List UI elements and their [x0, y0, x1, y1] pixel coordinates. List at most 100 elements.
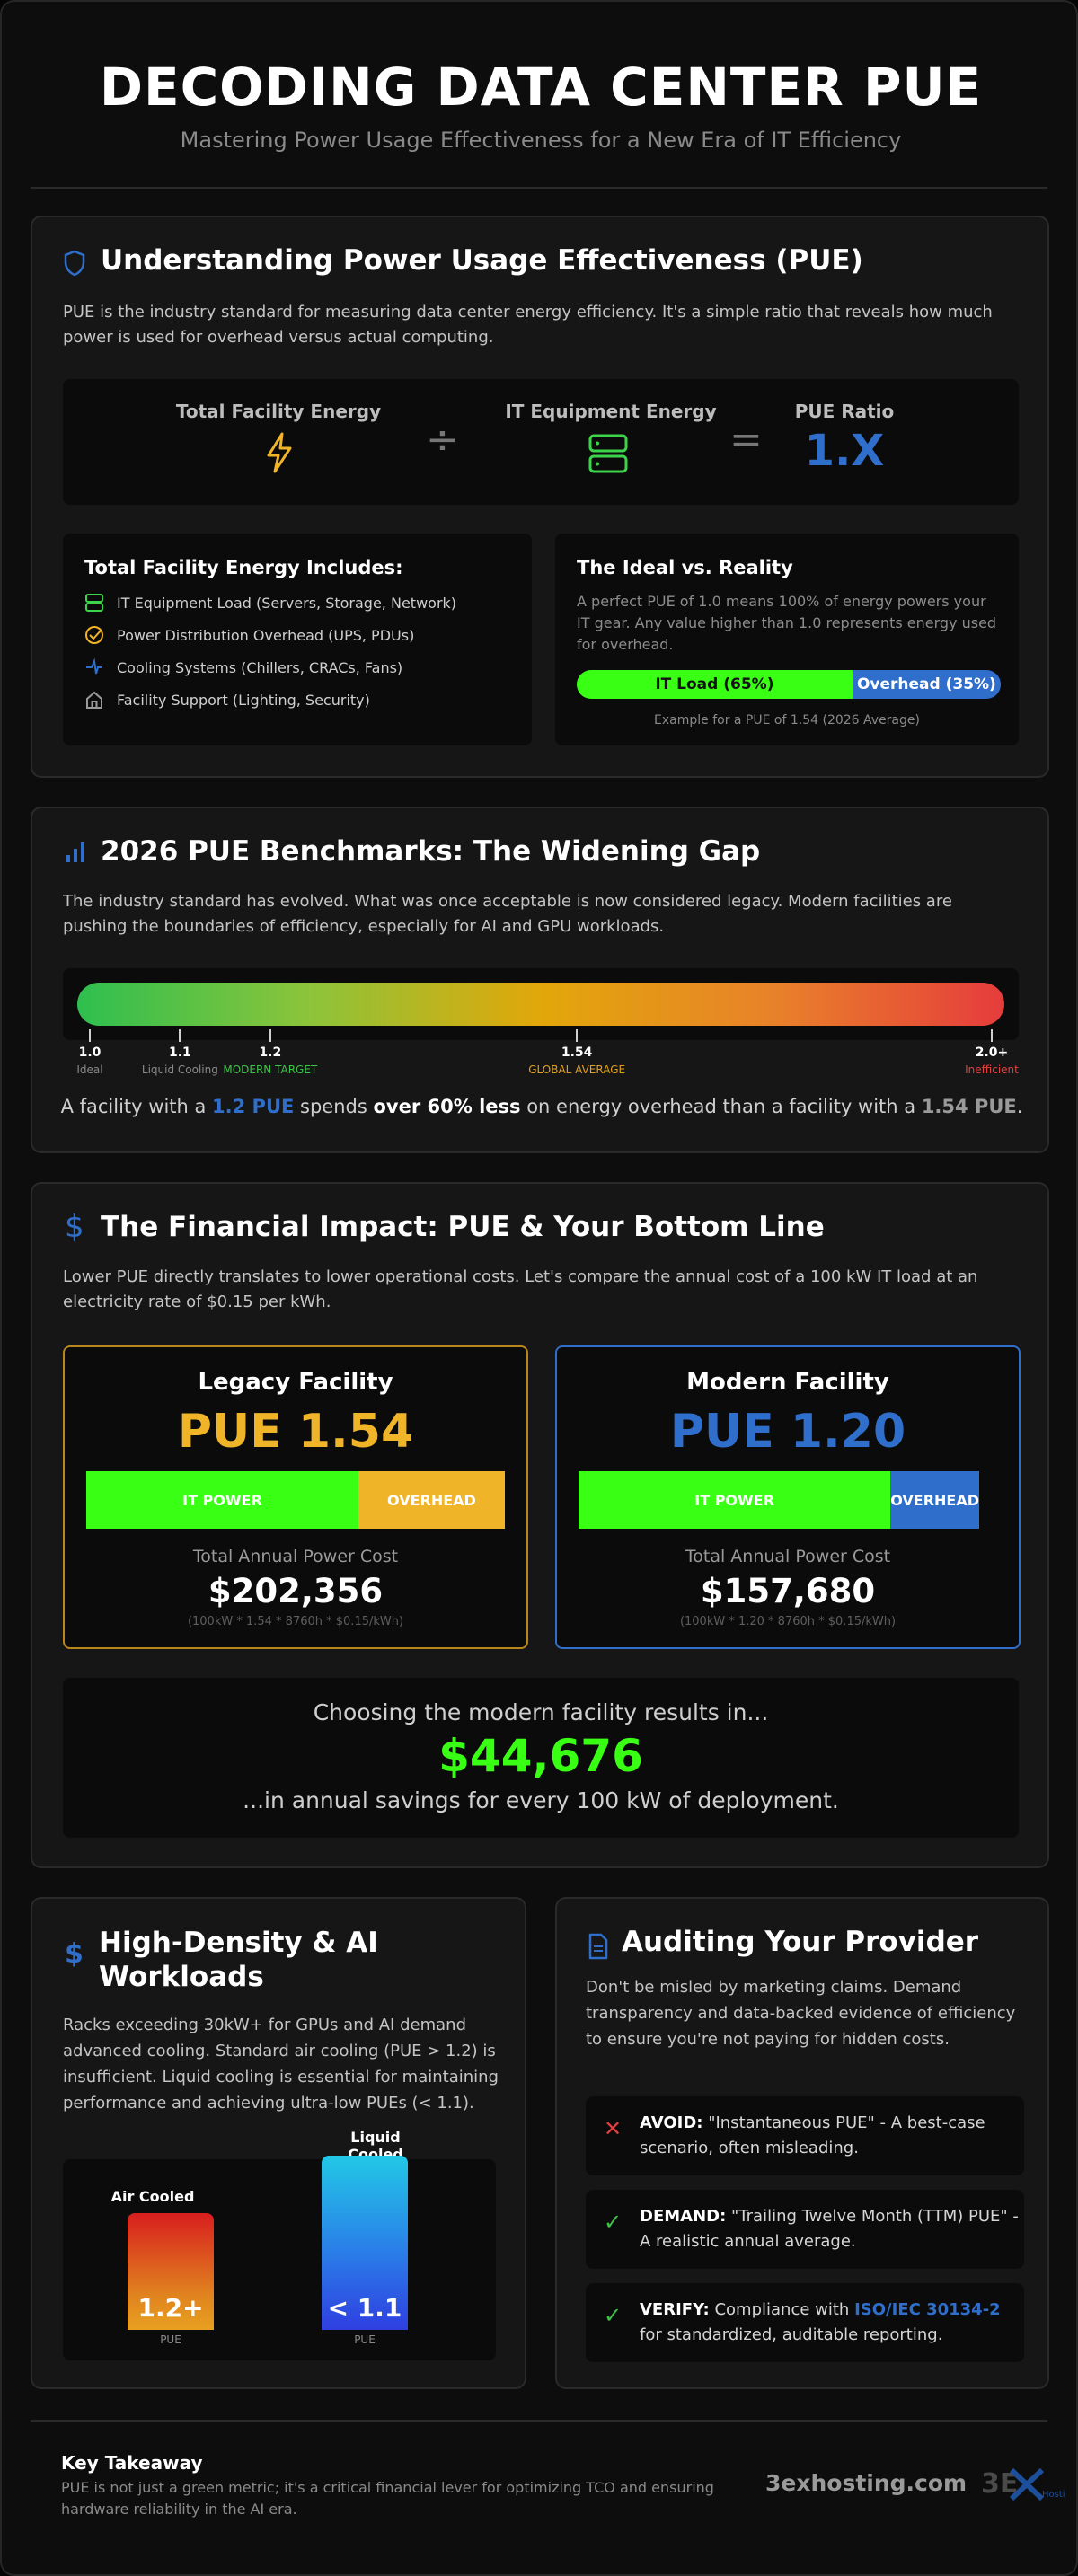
formula-total-label: Total Facility Energy	[175, 401, 382, 422]
bar-chart-icon	[66, 842, 84, 862]
audit-title: Auditing Your Provider	[622, 1926, 979, 1958]
modern-power-bar: IT POWER OVERHEAD	[579, 1471, 979, 1529]
ai-text: Racks exceeding 30kW+ for GPUs and AI de…	[63, 2016, 499, 2113]
pue-ratio-value: 1.X	[804, 426, 885, 476]
ideal-caption: Example for a PUE of 1.54 (2026 Average)	[654, 713, 920, 728]
pue-formula: Total Facility Energy ÷ IT Equipment Ene…	[63, 379, 1019, 505]
formula-ratio-label: PUE Ratio	[794, 401, 895, 422]
scale-tick	[991, 1029, 993, 1042]
it-load-segment: IT Load (65%)	[577, 670, 853, 699]
scale-tick	[179, 1029, 181, 1042]
modern-pue: PUE 1.20	[669, 1405, 906, 1459]
document-icon	[588, 1933, 608, 1960]
scale-sub-label: MODERN TARGET	[223, 1063, 318, 1076]
statement-text: spends	[294, 1096, 374, 1117]
benchmarks-statement: A facility with a 1.2 PUE spends over 60…	[32, 1094, 1051, 1119]
page-title: DECODING DATA CENTER PUE	[99, 57, 983, 118]
modern-facility-box: Modern Facility PUE 1.20 IT POWER OVERHE…	[555, 1345, 1021, 1649]
audit-item-demand: ✓ DEMAND: "Trailing Twelve Month (TTM) P…	[586, 2190, 1024, 2269]
legacy-it-segment: IT POWER	[86, 1471, 358, 1529]
audit-item-text: VERIFY: Compliance with ISO/IEC 30134-2 …	[640, 2298, 1026, 2348]
statement-text: on energy overhead than a facility with …	[520, 1096, 922, 1117]
scale-value-label: 1.54	[561, 1045, 593, 1060]
statement-highlight-average: 1.54 PUE	[921, 1096, 1017, 1117]
legacy-cost-formula: (100kW * 1.54 * 8760h * $0.15/kWh)	[187, 1615, 404, 1628]
audit-key: AVOID:	[640, 2113, 703, 2132]
liquid-cooled-unit: PUE	[354, 2333, 376, 2346]
page-subtitle: Mastering Power Usage Effectiveness for …	[180, 128, 902, 153]
scale-sub-label: Inefficient	[965, 1063, 1019, 1076]
check-icon: ✓	[604, 2303, 623, 2328]
savings-lead: Choosing the modern facility results in.…	[313, 1699, 769, 1725]
divide-symbol: ÷	[426, 417, 459, 463]
iso-standard-link[interactable]: ISO/IEC 30134-2	[854, 2300, 1001, 2319]
audit-desc: Compliance with	[709, 2300, 855, 2319]
header: DECODING DATA CENTER PUE Mastering Power…	[2, 56, 1076, 153]
logo-x-mark	[1009, 2467, 1045, 2501]
audit-key: DEMAND:	[640, 2207, 727, 2226]
equals-symbol: =	[729, 417, 763, 463]
pue-gradient-scale	[77, 983, 1004, 1026]
brand-link[interactable]: 3exhosting.com	[765, 2470, 968, 2496]
ai-title: High-Density & AI Workloads	[99, 1926, 378, 1994]
lightning-icon	[267, 432, 292, 473]
air-cooled-label: Air Cooled	[110, 2188, 195, 2205]
dollar-icon: $	[65, 1209, 84, 1245]
includes-item: Power Distribution Overhead (UPS, PDUs)	[117, 627, 415, 644]
statement-text: .	[1016, 1096, 1023, 1117]
financial-card: $ The Financial Impact: PUE & Your Botto…	[31, 1182, 1049, 1868]
includes-panel: Total Facility Energy Includes: IT Equip…	[63, 534, 532, 745]
includes-item: IT Equipment Load (Servers, Storage, Net…	[117, 595, 457, 612]
server-icon	[588, 434, 628, 473]
liquid-cooled-value: < 1.1	[327, 2293, 402, 2323]
modern-cost: $157,680	[700, 1572, 876, 1610]
understanding-intro: PUE is the industry standard for measuri…	[63, 303, 993, 347]
statement-bold: over 60% less	[373, 1096, 521, 1117]
audit-item-text: AVOID: "Instantaneous PUE" - A best-case…	[640, 2111, 1026, 2161]
audit-item-text: DEMAND: "Trailing Twelve Month (TTM) PUE…	[640, 2204, 1026, 2254]
footer-title: Key Takeaway	[61, 2452, 203, 2474]
air-cooled-unit: PUE	[160, 2333, 181, 2346]
legacy-name: Legacy Facility	[198, 1369, 393, 1396]
check-icon: ✓	[604, 2210, 623, 2235]
scale-value-label: 1.2	[259, 1045, 282, 1060]
audit-intro: Don't be misled by marketing claims. Dem…	[586, 1978, 1016, 2049]
scale-value-label: 1.1	[168, 1045, 191, 1060]
fan-icon	[86, 657, 102, 675]
modern-name: Modern Facility	[686, 1369, 889, 1396]
liquid-cooled-bar: < 1.1	[322, 2156, 408, 2330]
includes-title: Total Facility Energy Includes:	[84, 557, 403, 578]
currency-icon: $	[65, 1938, 84, 1970]
header-divider	[31, 187, 1047, 189]
cooling-chart: Air Cooled 1.2+ PUE < 1.1 PUE	[63, 2156, 496, 2360]
ideal-panel: The Ideal vs. Reality A perfect PUE of 1…	[555, 534, 1019, 745]
footer-divider	[31, 2420, 1047, 2422]
includes-item: Facility Support (Lighting, Security)	[117, 692, 370, 709]
legacy-overhead-segment: OVERHEAD	[358, 1471, 505, 1529]
shield-icon	[64, 250, 85, 277]
scale-sub-label: Ideal	[76, 1063, 103, 1076]
auditing-card: Auditing Your Provider Don't be misled b…	[555, 1897, 1049, 2389]
audit-item-verify: ✓ VERIFY: Compliance with ISO/IEC 30134-…	[586, 2283, 1024, 2362]
scale-sub-label: Liquid Cooling	[141, 1063, 218, 1076]
air-cooled-value: 1.2+	[137, 2293, 204, 2323]
formula-it-label: IT Equipment Energy	[505, 401, 717, 422]
overhead-segment: Overhead (35%)	[852, 670, 1001, 699]
audit-key: VERIFY:	[640, 2300, 710, 2319]
modern-cost-label: Total Annual Power Cost	[685, 1547, 891, 1566]
savings-tail: ...in annual savings for every 100 kW of…	[243, 1787, 839, 1813]
scale-value-label: 2.0+	[975, 1045, 1009, 1060]
legacy-cost: $202,356	[208, 1572, 384, 1610]
logo-tiny-text: Hosti	[1042, 2490, 1065, 2500]
legacy-power-bar: IT POWER OVERHEAD	[86, 1471, 505, 1529]
legacy-facility-box: Legacy Facility PUE 1.54 IT POWER OVERHE…	[63, 1345, 528, 1649]
legacy-pue: PUE 1.54	[177, 1405, 414, 1459]
benchmarks-title: 2026 PUE Benchmarks: The Widening Gap	[101, 835, 761, 868]
scale-tick	[89, 1029, 91, 1042]
financial-title: The Financial Impact: PUE & Your Bottom …	[101, 1211, 825, 1243]
scale-tick	[269, 1029, 271, 1042]
ideal-title: The Ideal vs. Reality	[577, 557, 793, 578]
modern-cost-formula: (100kW * 1.20 * 8760h * $0.15/kWh)	[679, 1615, 897, 1628]
benchmarks-card: 2026 PUE Benchmarks: The Widening Gap Th…	[31, 807, 1049, 1153]
ai-title-line: High-Density & AI	[99, 1927, 378, 1959]
